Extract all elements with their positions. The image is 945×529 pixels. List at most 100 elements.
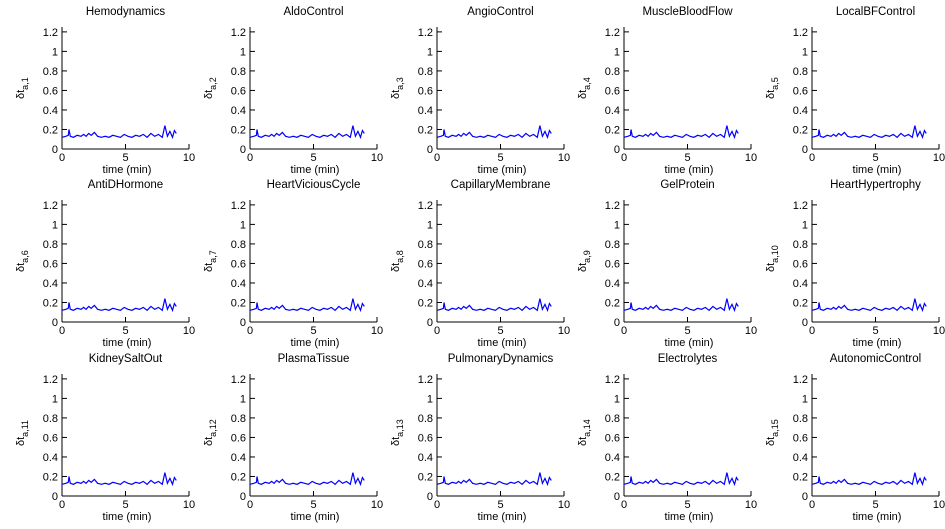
x-tick-label: 10 — [558, 499, 570, 511]
subplot-10: HeartHypertrophy 0 0.2 0.4 0.6 0.8 1 1.2 0 5 10 tim… — [765, 179, 945, 349]
y-axis-label-symbol: δt — [765, 263, 777, 272]
y-tick-label: 1 — [52, 219, 58, 231]
y-tick-label: 0 — [52, 317, 58, 329]
y-axis-label-subscript: a,15 — [770, 419, 780, 437]
x-tick-label: 5 — [872, 325, 878, 337]
y-tick-label: 0.4 — [418, 105, 433, 117]
y-tick-label: 1.2 — [418, 374, 433, 386]
y-axis-label: δta,1 — [15, 77, 30, 99]
y-tick-label: 1 — [802, 393, 808, 405]
x-tick-label: 5 — [310, 325, 316, 337]
y-tick-label: 0.6 — [231, 432, 246, 444]
y-axis-label: δta,5 — [765, 77, 780, 99]
subplot-title: LocalBFControl — [836, 6, 915, 18]
subplot-13: PulmonaryDynamics 0 0.2 0.4 0.6 0.8 1 1.2 0 5 10 ti… — [390, 353, 570, 523]
x-axis-label: time (min) — [665, 164, 714, 176]
x-tick-label: 5 — [310, 499, 316, 511]
y-axis-label-symbol: δt — [390, 437, 402, 446]
x-tick-label: 5 — [497, 499, 503, 511]
y-tick-label: 1.2 — [418, 27, 433, 39]
y-tick-label: 0.4 — [793, 105, 808, 117]
x-tick-label: 10 — [933, 152, 945, 164]
y-tick-label: 0 — [427, 491, 433, 503]
y-tick-label: 1.2 — [793, 374, 808, 386]
x-axis-label: time (min) — [478, 164, 527, 176]
y-tick-label: 0.8 — [43, 66, 58, 78]
series-line — [61, 125, 177, 140]
y-axis-label-symbol: δt — [15, 437, 27, 446]
y-tick-label: 0.6 — [43, 258, 58, 270]
x-axis-label: time (min) — [478, 511, 527, 523]
y-tick-label: 1.2 — [605, 374, 620, 386]
y-tick-label: 1 — [802, 46, 808, 58]
x-tick-label: 10 — [745, 499, 757, 511]
x-tick-label: 0 — [434, 499, 440, 511]
x-tick-label: 5 — [122, 152, 128, 164]
y-tick-label: 0.8 — [231, 239, 246, 251]
y-axis-label-symbol: δt — [390, 90, 402, 99]
y-tick-label: 0.4 — [793, 452, 808, 464]
y-tick-label: 0.4 — [231, 452, 246, 464]
y-tick-label: 1 — [52, 46, 58, 58]
x-axis-label: time (min) — [103, 511, 152, 523]
subplot-title: AutonomicControl — [830, 353, 921, 365]
x-tick-label: 5 — [122, 499, 128, 511]
x-tick-label: 0 — [247, 152, 253, 164]
y-axis-label: δta,3 — [390, 77, 405, 99]
y-tick-label: 0.4 — [418, 278, 433, 290]
subplot-title: HeartHypertrophy — [830, 179, 921, 191]
x-tick-label: 0 — [809, 499, 815, 511]
y-tick-label: 0 — [52, 144, 58, 156]
y-tick-label: 0.8 — [418, 413, 433, 425]
y-tick-label: 0.4 — [605, 278, 620, 290]
x-tick-label: 0 — [59, 499, 65, 511]
y-tick-label: 0 — [52, 491, 58, 503]
x-tick-label: 5 — [310, 152, 316, 164]
y-tick-label: 0.6 — [793, 85, 808, 97]
y-tick-label: 1.2 — [231, 200, 246, 212]
y-axis-label: δta,14 — [577, 419, 592, 446]
y-tick-label: 1.2 — [43, 374, 58, 386]
y-tick-label: 0.8 — [43, 239, 58, 251]
y-tick-label: 0.4 — [605, 452, 620, 464]
y-tick-label: 0 — [802, 144, 808, 156]
y-axis-label-symbol: δt — [203, 90, 215, 99]
x-tick-label: 10 — [371, 152, 383, 164]
series-line — [436, 472, 552, 487]
y-axis-label-symbol: δt — [577, 90, 589, 99]
x-tick-label: 5 — [872, 499, 878, 511]
subplot-11: KidneySaltOut 0 0.2 0.4 0.6 0.8 1 1.2 0 5 10 time (… — [15, 353, 195, 523]
y-axis-label-subscript: a,14 — [582, 419, 592, 437]
y-tick-label: 1 — [427, 219, 433, 231]
x-axis-label: time (min) — [665, 337, 714, 349]
y-axis-label: δta,15 — [765, 419, 780, 446]
y-tick-label: 1 — [614, 46, 620, 58]
y-axis-label-symbol: δt — [15, 263, 27, 272]
x-tick-label: 0 — [621, 499, 627, 511]
y-axis-label: δta,7 — [203, 250, 218, 272]
x-tick-label: 0 — [59, 325, 65, 337]
y-tick-label: 0.6 — [43, 85, 58, 97]
y-tick-label: 0.4 — [43, 452, 58, 464]
y-tick-label: 0.8 — [793, 66, 808, 78]
y-tick-label: 0.6 — [418, 432, 433, 444]
y-tick-label: 0 — [240, 144, 246, 156]
y-tick-label: 0.6 — [605, 258, 620, 270]
x-tick-label: 10 — [183, 499, 195, 511]
y-tick-label: 0.2 — [793, 297, 808, 309]
x-tick-label: 5 — [497, 152, 503, 164]
series-line — [249, 125, 365, 140]
series-line — [811, 472, 927, 487]
subplot-8: CapillaryMembrane 0 0.2 0.4 0.6 0.8 1 1.2 0 5 10 ti… — [390, 179, 570, 349]
x-axis-label: time (min) — [478, 337, 527, 349]
y-tick-label: 0.4 — [43, 105, 58, 117]
series-line — [811, 298, 927, 313]
series-line — [61, 472, 177, 487]
x-tick-label: 10 — [558, 152, 570, 164]
y-tick-label: 0.2 — [605, 471, 620, 483]
subplot-title: AntiDHormone — [88, 179, 163, 191]
series-line — [436, 298, 552, 313]
series-line — [623, 472, 739, 487]
y-tick-label: 0.2 — [605, 124, 620, 136]
series-line — [436, 125, 552, 140]
